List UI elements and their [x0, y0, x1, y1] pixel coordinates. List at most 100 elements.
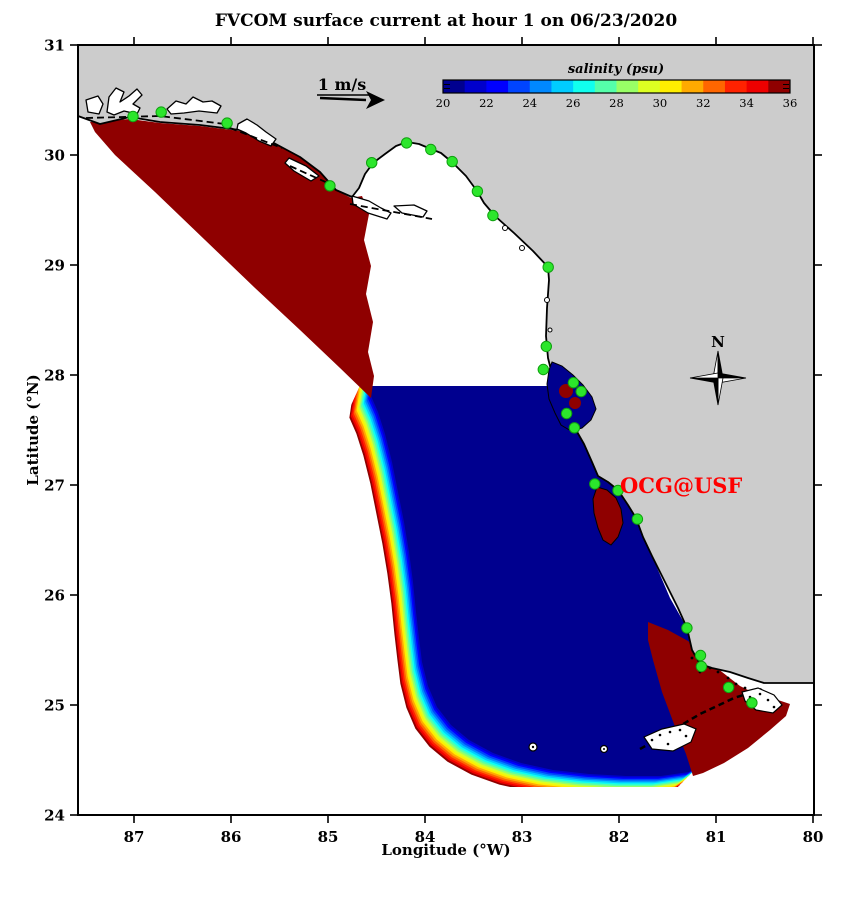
station-dot: [537, 363, 549, 376]
charlotte-harbor-water: [592, 486, 624, 546]
colorbar-cell: [638, 80, 661, 93]
islet: [766, 698, 770, 702]
station-dot: [694, 649, 707, 662]
big-bend-islets: [502, 225, 553, 333]
colorbar-cell: [659, 80, 683, 93]
colorbar-cell: [529, 80, 552, 93]
islet: [716, 670, 720, 674]
station-dot: [540, 340, 552, 353]
colorbar-cell: [768, 80, 791, 93]
x-tick-label: 81: [706, 828, 727, 846]
islet: [666, 742, 670, 746]
station-dot: [631, 513, 644, 525]
islet: [678, 728, 682, 732]
colorbar-cell: [486, 80, 509, 93]
colorbar-cell: [616, 80, 639, 93]
islet: [734, 682, 738, 686]
station-dot: [746, 697, 758, 709]
plot-title: FVCOM surface current at hour 1 on 06/23…: [215, 11, 678, 31]
y-tick-label: 30: [44, 147, 65, 165]
station-dot: [487, 209, 499, 222]
y-tick-label: 26: [44, 587, 65, 605]
x-tick-label: 82: [609, 828, 630, 846]
station-dot: [575, 385, 587, 398]
velocity-scale-arrowhead: [366, 91, 385, 109]
compass-north-label: N: [711, 333, 725, 351]
x-tick-label: 85: [318, 828, 339, 846]
islet: [658, 733, 662, 737]
islet: [758, 692, 762, 696]
velocity-scale: 1 m/s: [317, 75, 385, 109]
station-dot: [568, 422, 581, 434]
station-dot: [425, 143, 437, 156]
tampa-bay-high-salinity-patch: [559, 384, 573, 398]
colorbar-cell: [573, 80, 596, 93]
station-dot: [612, 484, 624, 497]
colorbar-cell: [724, 80, 748, 93]
shelf-low-salinity-water: [362, 386, 705, 776]
bay: [236, 118, 277, 147]
dry-tortugas: [528, 742, 609, 754]
islet: [668, 730, 672, 734]
islet: [650, 738, 654, 742]
colorbar-tick-label: 30: [653, 96, 668, 110]
station-dot: [589, 478, 601, 490]
station-dot: [567, 377, 580, 389]
islet: [544, 297, 550, 303]
station-dot: [681, 622, 693, 634]
barrier-island: [229, 127, 283, 149]
colorbar-tick-label: 28: [609, 96, 624, 110]
islet: [690, 656, 694, 660]
islet: [708, 666, 712, 670]
station-dot: [446, 155, 458, 168]
islet: [547, 327, 553, 333]
islet: [531, 745, 535, 749]
y-tick-label: 25: [44, 697, 65, 715]
colorbar-cell: [703, 80, 726, 93]
y-tick-label: 28: [44, 367, 65, 385]
y-tick-label: 27: [44, 477, 65, 495]
x-tick-label: 84: [415, 828, 436, 846]
colorbar-tick-label: 20: [436, 96, 451, 110]
barrier-island: [85, 115, 226, 125]
station-dot: [722, 681, 735, 694]
high-salinity-region-nw: [90, 119, 374, 398]
x-tick-label: 83: [512, 828, 533, 846]
station-dot: [695, 660, 708, 673]
barrier-island: [349, 203, 433, 220]
bay: [106, 87, 143, 116]
salinity-gradient-band: [340, 386, 705, 787]
bay: [166, 96, 222, 115]
colorbar: 20 22 24 26 28 30 32 34 36: [436, 79, 798, 110]
coastal-stations: [127, 106, 758, 709]
bay: [85, 95, 104, 115]
y-tick-label: 29: [44, 257, 65, 275]
station-dot: [221, 117, 233, 129]
lower-keys-islands: [643, 723, 697, 752]
colorbar-tick-label: 24: [522, 96, 537, 110]
station-dot: [400, 137, 413, 149]
station-dot: [560, 407, 573, 420]
compass-arm: [689, 372, 719, 379]
island: [643, 723, 697, 752]
colorbar-tick-label: 36: [783, 96, 798, 110]
y-tick-label: 24: [44, 807, 65, 825]
barrier-island: [289, 165, 331, 185]
y-axis-label: Latitude (°N): [24, 374, 42, 485]
x-axis-label: Longitude (°W): [381, 841, 510, 859]
station-dot: [155, 106, 167, 118]
islet: [772, 705, 776, 709]
station-dot: [471, 185, 484, 198]
colorbar-cell: [681, 80, 704, 93]
station-dot: [542, 261, 554, 273]
ocg-usf-annotation: OCG@USF: [620, 473, 742, 498]
islet: [519, 245, 525, 251]
islet: [502, 225, 508, 231]
colorbar-tick-label: 26: [566, 96, 581, 110]
islet: [684, 734, 688, 738]
x-tick-label: 87: [124, 828, 145, 846]
velocity-scale-shaft: [319, 96, 367, 102]
islet: [603, 748, 605, 750]
